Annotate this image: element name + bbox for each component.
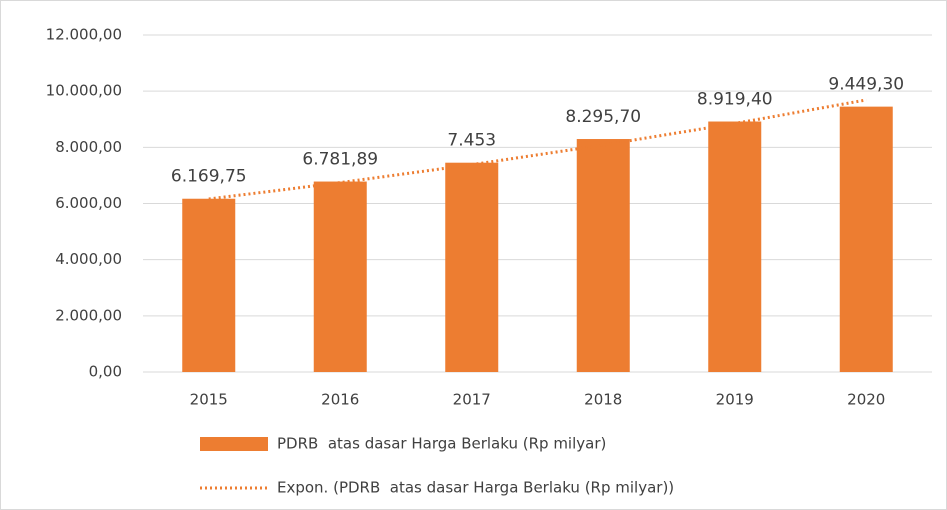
legend-swatch — [200, 437, 268, 451]
legend-label: PDRB atas dasar Harga Berlaku (Rp milyar… — [277, 435, 606, 453]
bar — [313, 181, 367, 372]
bar — [445, 162, 499, 372]
bar — [839, 106, 893, 373]
y-tick-label: 0,00 — [89, 363, 122, 381]
bar — [708, 121, 762, 372]
y-tick-label: 4.000,00 — [55, 250, 122, 268]
x-tick-label: 2015 — [190, 391, 228, 409]
data-label: 7.453 — [447, 131, 496, 151]
x-tick-label: 2018 — [584, 391, 622, 409]
bar — [182, 198, 236, 372]
x-tick-label: 2017 — [453, 391, 491, 409]
x-tick-label: 2016 — [321, 391, 359, 409]
data-label: 8.919,40 — [697, 90, 773, 110]
y-tick-label: 12.000,00 — [46, 26, 122, 44]
bar — [576, 139, 630, 372]
y-tick-label: 10.000,00 — [46, 82, 122, 100]
data-label: 8.295,70 — [565, 107, 641, 127]
y-tick-label: 8.000,00 — [55, 138, 122, 156]
y-tick-label: 2.000,00 — [55, 306, 122, 324]
x-tick-label: 2019 — [716, 391, 754, 409]
y-tick-label: 6.000,00 — [55, 194, 122, 212]
data-label: 9.449,30 — [828, 75, 904, 95]
data-label: 6.781,89 — [302, 150, 378, 170]
x-tick-label: 2020 — [847, 391, 885, 409]
trend-line — [208, 98, 867, 201]
data-label: 6.169,75 — [171, 167, 247, 187]
legend-label: Expon. (PDRB atas dasar Harga Berlaku (R… — [277, 479, 674, 497]
